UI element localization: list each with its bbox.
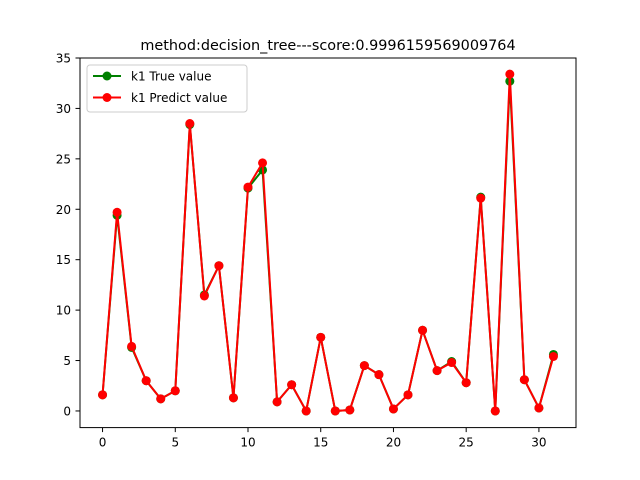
y-tick-label: 35	[56, 52, 71, 66]
data-point	[388, 404, 398, 414]
y-tick-label: 30	[56, 102, 71, 116]
data-point	[228, 393, 238, 403]
y-axis: 0 5 10 15 20 25 30 35	[56, 52, 80, 418]
data-point	[519, 375, 529, 385]
x-tick-label: 30	[531, 436, 546, 450]
y-tick-label: 10	[56, 304, 71, 318]
x-tick-label: 5	[171, 436, 179, 450]
data-point	[432, 366, 442, 376]
data-point	[359, 361, 369, 371]
data-point	[316, 332, 326, 342]
series-1	[98, 69, 558, 416]
data-point	[447, 358, 457, 368]
data-point	[461, 378, 471, 388]
data-point	[156, 394, 166, 404]
data-point	[345, 405, 355, 415]
data-point	[243, 182, 253, 192]
data-point	[534, 403, 544, 413]
y-tick-label: 0	[63, 404, 71, 418]
x-tick-label: 0	[99, 436, 107, 450]
data-point	[272, 397, 282, 407]
y-tick-label: 25	[56, 152, 71, 166]
legend-marker	[102, 71, 112, 81]
data-point	[258, 158, 268, 168]
series-line-1	[101, 73, 555, 412]
data-point	[112, 207, 122, 217]
legend-label: k1 Predict value	[131, 91, 227, 105]
data-point	[505, 69, 515, 79]
y-tick-label: 20	[56, 203, 71, 217]
data-point	[141, 376, 151, 386]
y-tick-label: 5	[63, 354, 71, 368]
y-tick-label: 15	[56, 253, 71, 267]
x-axis: 0 5 10 15 20 25 30	[99, 427, 547, 450]
legend: k1 True value k1 Predict value	[86, 64, 248, 113]
x-tick-label: 10	[240, 436, 255, 450]
data-point	[127, 341, 137, 351]
data-point	[548, 352, 558, 361]
legend-marker	[102, 93, 112, 102]
data-point	[374, 370, 384, 380]
x-tick-label: 15	[313, 436, 328, 450]
plot-area	[98, 69, 558, 416]
chart-title: method:decision_tree---score:0.999615956…	[140, 38, 515, 54]
axes-frame	[79, 57, 577, 429]
legend-label: k1 True value	[131, 69, 211, 83]
data-point	[287, 380, 297, 390]
data-point	[403, 390, 413, 400]
data-point	[214, 261, 224, 271]
legend-box	[86, 64, 248, 113]
data-point	[418, 325, 428, 335]
x-tick-label: 25	[459, 436, 474, 450]
data-point	[330, 406, 340, 416]
data-point	[301, 406, 311, 416]
data-point	[170, 386, 180, 396]
data-point	[185, 119, 195, 129]
data-point	[490, 406, 500, 416]
data-point	[199, 291, 209, 301]
data-point	[476, 193, 486, 203]
data-point	[98, 390, 108, 400]
x-tick-label: 20	[386, 436, 401, 450]
